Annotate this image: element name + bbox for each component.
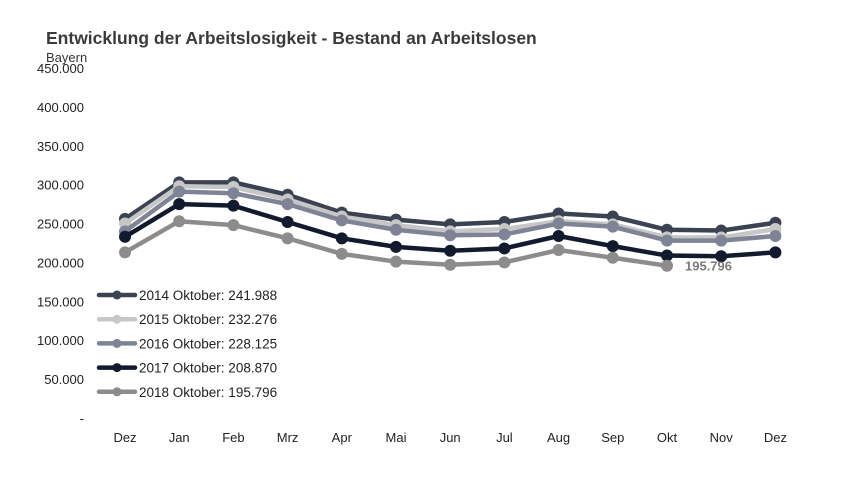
legend-marker-2018 bbox=[112, 387, 122, 397]
data-point-2017 bbox=[173, 198, 186, 211]
data-point-2017 bbox=[715, 250, 728, 263]
y-tick-label: 50.000 bbox=[44, 372, 84, 387]
data-point-2018 bbox=[335, 247, 348, 260]
legend-label-2018: 2018 Oktober: 195.796 bbox=[139, 385, 277, 400]
data-point-2016 bbox=[606, 220, 619, 233]
data-point-2018 bbox=[227, 219, 240, 232]
legend-label-2017: 2017 Oktober: 208.870 bbox=[139, 361, 277, 376]
data-point-2017 bbox=[606, 240, 619, 253]
x-tick-label: Feb bbox=[222, 430, 244, 445]
data-point-2018 bbox=[552, 244, 565, 256]
data-point-2017 bbox=[498, 242, 511, 255]
x-tick-label: Dez bbox=[764, 430, 787, 445]
x-tick-label: Okt bbox=[657, 430, 678, 445]
data-point-2017 bbox=[661, 249, 673, 262]
data-point-2018 bbox=[173, 215, 186, 228]
legend-marker-2017 bbox=[112, 363, 122, 373]
data-point-2018 bbox=[119, 246, 131, 259]
legend-label-2014: 2014 Oktober: 241.988 bbox=[139, 288, 277, 303]
data-point-2016 bbox=[444, 229, 457, 242]
data-point-2018 bbox=[498, 256, 511, 269]
x-tick-label: Jun bbox=[440, 430, 461, 445]
data-point-2018 bbox=[444, 258, 457, 271]
data-point-2016 bbox=[552, 217, 565, 230]
data-point-2018 bbox=[606, 251, 619, 264]
data-point-2018 bbox=[390, 255, 402, 268]
x-tick-label: Jul bbox=[496, 430, 513, 445]
legend-label-2015: 2015 Oktober: 232.276 bbox=[139, 312, 277, 327]
y-tick-label: 200.000 bbox=[37, 255, 84, 270]
data-point-2016 bbox=[281, 198, 294, 211]
chart-title: Entwicklung der Arbeitslosigkeit - Besta… bbox=[46, 28, 537, 48]
data-point-2017 bbox=[335, 232, 348, 245]
data-point-2017 bbox=[769, 246, 782, 259]
data-point-2016 bbox=[390, 223, 402, 236]
data-label-annotation: 195.796 bbox=[685, 259, 732, 274]
x-tick-label: Apr bbox=[332, 430, 353, 445]
data-point-2016 bbox=[661, 234, 673, 247]
data-point-2017 bbox=[119, 230, 131, 243]
data-point-2017 bbox=[444, 244, 457, 257]
x-tick-label: Dez bbox=[113, 430, 136, 445]
data-point-2016 bbox=[227, 187, 240, 200]
data-point-2016 bbox=[335, 214, 348, 227]
data-point-2016 bbox=[498, 228, 511, 241]
data-point-2016 bbox=[173, 185, 186, 198]
data-point-2016 bbox=[715, 234, 728, 247]
data-point-2018 bbox=[281, 232, 294, 245]
x-tick-label: Aug bbox=[547, 430, 570, 445]
data-point-2016 bbox=[769, 230, 782, 242]
y-tick-label: 100.000 bbox=[37, 333, 84, 348]
y-tick-label: - bbox=[80, 411, 84, 426]
y-tick-label: 350.000 bbox=[37, 139, 84, 154]
x-tick-label: Jan bbox=[169, 430, 190, 445]
x-tick-label: Nov bbox=[710, 430, 734, 445]
y-tick-label: 400.000 bbox=[37, 100, 84, 115]
data-point-2017 bbox=[552, 230, 565, 242]
legend-label-2016: 2016 Oktober: 228.125 bbox=[139, 336, 277, 351]
y-tick-label: 150.000 bbox=[37, 294, 84, 309]
x-tick-label: Mrz bbox=[277, 430, 299, 445]
data-point-2017 bbox=[281, 216, 294, 228]
chart-subtitle: Bayern bbox=[46, 50, 88, 65]
data-point-2017 bbox=[390, 240, 402, 253]
y-tick-label: 300.000 bbox=[37, 178, 84, 193]
data-point-2017 bbox=[227, 199, 240, 212]
legend-marker-2016 bbox=[112, 338, 122, 348]
legend-marker-2014 bbox=[112, 290, 122, 300]
y-tick-label: 450.000 bbox=[37, 61, 84, 76]
legend-marker-2015 bbox=[112, 314, 122, 324]
y-tick-label: 250.000 bbox=[37, 217, 84, 232]
x-tick-label: Mai bbox=[386, 430, 407, 445]
x-tick-label: Sep bbox=[601, 430, 624, 445]
data-point-2018 bbox=[661, 259, 673, 272]
